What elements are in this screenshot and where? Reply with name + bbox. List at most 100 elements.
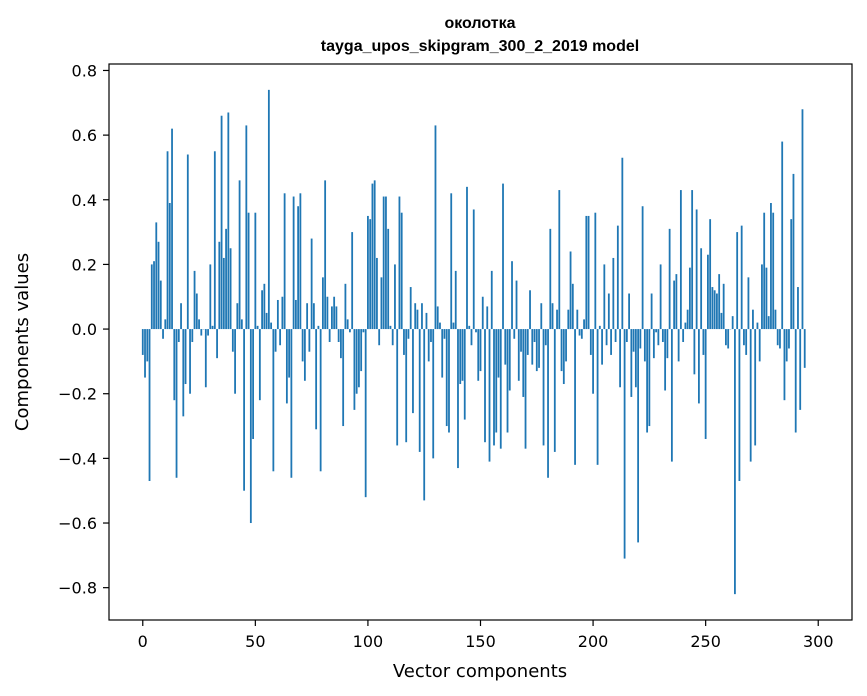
bar-207 [607, 293, 610, 330]
bar-193 [576, 309, 579, 330]
bar-68 [294, 299, 297, 330]
bar-208 [610, 329, 612, 355]
bar-5 [153, 261, 155, 330]
bar-281 [774, 309, 777, 330]
x-tick-label: 100 [353, 632, 384, 651]
bar-124 [421, 303, 423, 330]
bar-176 [538, 329, 540, 368]
bar-30 [209, 264, 212, 330]
bar-275 [761, 264, 763, 330]
bar-133 [441, 329, 444, 378]
bar-36 [222, 257, 225, 330]
bar-160 [502, 183, 504, 330]
bar-44 [240, 319, 243, 330]
bar-181 [549, 228, 552, 330]
bar-256 [718, 274, 721, 330]
bar-169 [522, 329, 525, 397]
bar-259 [725, 329, 727, 346]
bars-group [141, 89, 806, 595]
bar-251 [707, 254, 709, 330]
bar-79 [319, 329, 322, 472]
bar-132 [439, 322, 441, 330]
y-tick-label: 0.4 [72, 191, 97, 210]
bar-100 [367, 215, 369, 330]
bar-164 [511, 261, 513, 330]
bar-92 [349, 329, 351, 333]
bar-282 [776, 329, 779, 346]
bar-190 [569, 251, 572, 330]
bar-112 [394, 264, 396, 330]
bar-252 [709, 219, 712, 330]
bar-272 [754, 329, 757, 446]
bar-6 [155, 222, 158, 330]
bar-56 [267, 89, 270, 330]
bar-227 [652, 329, 655, 359]
bar-217 [630, 329, 633, 397]
bar-250 [704, 329, 707, 439]
bar-54 [263, 283, 266, 330]
bar-271 [752, 309, 754, 330]
y-tick-label: 0.6 [72, 126, 97, 145]
bar-118 [407, 329, 410, 339]
bar-182 [551, 303, 554, 330]
bar-152 [484, 329, 486, 443]
bar-144 [466, 186, 468, 330]
bar-257 [720, 312, 723, 330]
bar-134 [443, 329, 446, 339]
bar-1 [144, 329, 146, 378]
y-tick-label: 0.2 [72, 255, 97, 274]
bar-84 [331, 306, 333, 330]
bar-260 [727, 329, 730, 349]
bar-24 [195, 293, 198, 330]
x-axis-ticks: 0 50 100 150 200 250 300 [138, 620, 834, 651]
bar-127 [427, 329, 430, 362]
bar-225 [648, 329, 651, 427]
bar-45 [243, 329, 245, 491]
bar-58 [272, 329, 275, 472]
bar-149 [477, 329, 480, 381]
x-tick-label: 250 [690, 632, 721, 651]
bar-91 [346, 319, 349, 330]
bar-131 [436, 306, 439, 330]
bar-163 [508, 329, 511, 391]
bar-158 [497, 329, 500, 378]
bar-7 [157, 241, 160, 330]
bar-60 [276, 299, 279, 330]
bar-203 [598, 325, 601, 330]
bar-62 [281, 296, 284, 330]
bar-95 [355, 329, 358, 394]
y-tick-label: −0.8 [58, 579, 97, 598]
bar-197 [585, 215, 588, 330]
bar-47 [247, 212, 250, 330]
bar-180 [547, 329, 549, 478]
bar-4 [150, 264, 153, 330]
bar-13 [171, 128, 173, 330]
bar-15 [175, 329, 178, 478]
bar-73 [306, 303, 309, 330]
bar-146 [470, 329, 473, 346]
bar-255 [716, 293, 718, 330]
bar-70 [299, 193, 302, 330]
bar-101 [369, 219, 372, 330]
bar-289 [792, 173, 795, 330]
bar-87 [337, 329, 340, 342]
bar-177 [540, 303, 543, 330]
bar-254 [713, 290, 716, 330]
bar-248 [700, 248, 703, 330]
bar-283 [779, 329, 781, 349]
bar-276 [763, 212, 766, 330]
bar-125 [423, 329, 426, 501]
bar-285 [783, 329, 786, 401]
bar-64 [285, 329, 288, 404]
bar-81 [324, 180, 327, 330]
bar-228 [655, 329, 658, 333]
bar-234 [668, 228, 671, 330]
bar-230 [659, 264, 662, 330]
bar-33 [216, 329, 218, 359]
bar-269 [747, 277, 750, 330]
bar-153 [486, 306, 489, 330]
bar-141 [459, 329, 462, 385]
bar-42 [236, 303, 239, 330]
bar-35 [220, 115, 223, 330]
